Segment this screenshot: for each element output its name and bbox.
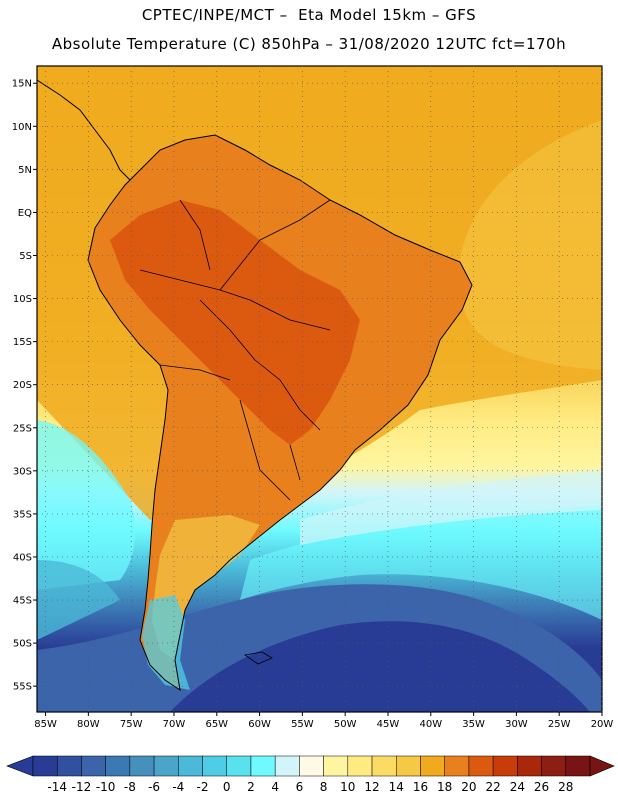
lon-label: 30W — [505, 719, 528, 730]
pacific-cool-area — [37, 420, 136, 590]
colorbar-label: 14 — [389, 780, 404, 794]
latitude-labels: 15N 10N 5N EQ 5S 10S 15S 20S 25S 30S 35S 40S 45S 50S 5… — [12, 79, 32, 693]
lat-label: 25S — [13, 423, 32, 434]
colorbar-swatch — [468, 755, 494, 777]
lon-label: 25W — [548, 719, 571, 730]
central-america-coast — [37, 79, 131, 181]
lon-label: 60W — [248, 719, 271, 730]
colorbar-label: 12 — [364, 780, 379, 794]
colorbar-swatch — [226, 755, 252, 777]
colorbar-label: 28 — [558, 780, 573, 794]
lon-label: 70W — [163, 719, 186, 730]
colorbar-swatch — [56, 755, 82, 777]
lat-label: 50S — [13, 639, 32, 650]
lat-label: 5N — [18, 165, 32, 176]
colorbar-label: 2 — [247, 780, 255, 794]
colorbar-label: -10 — [96, 780, 116, 794]
colorbar-label: 0 — [223, 780, 231, 794]
falkland-islands — [243, 651, 273, 665]
lon-label: 55W — [291, 719, 314, 730]
colorbar-swatch — [299, 755, 324, 777]
colorbar-swatch — [347, 755, 373, 777]
lat-label: 10N — [12, 122, 32, 133]
colorbar-swatch — [420, 755, 445, 777]
lat-label: 5S — [19, 251, 32, 262]
colorbar-swatch — [32, 755, 58, 777]
colorbar-swatch — [202, 755, 227, 777]
map-title-line1: CPTEC/INPE/MCT – Eta Model 15km – GFS — [141, 6, 477, 24]
colorbar-over-arrow — [589, 755, 615, 777]
colorbar-swatch — [492, 755, 518, 777]
patagonia-cold — [142, 595, 190, 690]
colorbar-swatch — [565, 755, 591, 777]
lon-label: 20W — [591, 719, 614, 730]
lat-label: 35S — [13, 509, 32, 520]
colorbar-label: -2 — [197, 780, 209, 794]
colorbar-under-arrow — [6, 755, 34, 777]
south-atlantic-cool-band — [240, 505, 602, 620]
colorbar-swatch — [81, 755, 106, 777]
lon-label: 40W — [419, 719, 442, 730]
colorbar-swatch — [178, 755, 203, 777]
lon-label: 35W — [462, 719, 485, 730]
lon-label: 45W — [377, 719, 400, 730]
lon-label: 80W — [77, 719, 100, 730]
lat-label: 55S — [13, 682, 32, 693]
hot-interior-area — [110, 200, 360, 445]
colorbar-labels: -14 -12 -10 -8 -6 -4 -2 0 2 4 6 8 10 12 14 16 18 20 22 24 26… — [47, 780, 573, 794]
colorbar-swatch — [129, 755, 155, 777]
lat-label: 20S — [13, 380, 32, 391]
lon-label: 85W — [34, 719, 57, 730]
colorbar-label: 20 — [461, 780, 476, 794]
lat-label: 45S — [13, 596, 32, 607]
map-frame — [36, 65, 603, 713]
colorbar-label: 8 — [320, 780, 328, 794]
colorbar-label: 6 — [296, 780, 304, 794]
lon-label: 65W — [205, 719, 228, 730]
colorbar-label: 4 — [271, 780, 279, 794]
colorbar-swatch — [105, 755, 131, 777]
colorbar-label: -6 — [148, 780, 160, 794]
lat-label: EQ — [18, 208, 32, 219]
lon-label: 50W — [334, 719, 357, 730]
lat-label: 10S — [13, 294, 32, 305]
colorbar-swatch — [323, 755, 349, 777]
colorbar-swatch — [396, 755, 421, 777]
colorbar-label: 16 — [413, 780, 428, 794]
colorbar-swatch — [371, 755, 397, 777]
lat-label: 40S — [13, 552, 32, 563]
east-ocean-band — [459, 120, 602, 370]
colorbar-swatch — [250, 755, 276, 777]
colorbar-label: 24 — [510, 780, 525, 794]
colorbar-label: 10 — [340, 780, 355, 794]
colorbar-swatch — [541, 755, 567, 777]
colorbar-swatch — [153, 755, 179, 777]
colorbar-label: -12 — [72, 780, 92, 794]
southern-core-area — [170, 621, 590, 712]
colorbar-swatch — [274, 755, 300, 777]
colorbar-label: -8 — [124, 780, 136, 794]
south-atlantic-light-band — [300, 470, 602, 545]
colorbar-swatch — [444, 755, 470, 777]
lat-label: 15N — [12, 79, 32, 90]
coastline — [87, 134, 473, 692]
map-title-line2: Absolute Temperature (C) 850hPa – 31/08/… — [51, 35, 567, 53]
colorbar-label: 26 — [534, 780, 549, 794]
lat-label: 30S — [13, 466, 32, 477]
graticule — [33, 66, 603, 716]
lat-label: 15S — [13, 337, 32, 348]
pacific-cold-area — [37, 560, 120, 640]
colorbar-label: 18 — [437, 780, 452, 794]
colorbar-label: 22 — [485, 780, 500, 794]
longitude-labels: 85W 80W 75W 70W 65W 60W 55W 50W 45W 40W 35W 30W 25W 2… — [34, 719, 613, 730]
colorbar-label: -4 — [172, 780, 184, 794]
colorbar-swatch — [517, 755, 542, 777]
colorbar-label: -14 — [47, 780, 67, 794]
country-borders — [139, 199, 331, 501]
lon-label: 75W — [120, 719, 143, 730]
